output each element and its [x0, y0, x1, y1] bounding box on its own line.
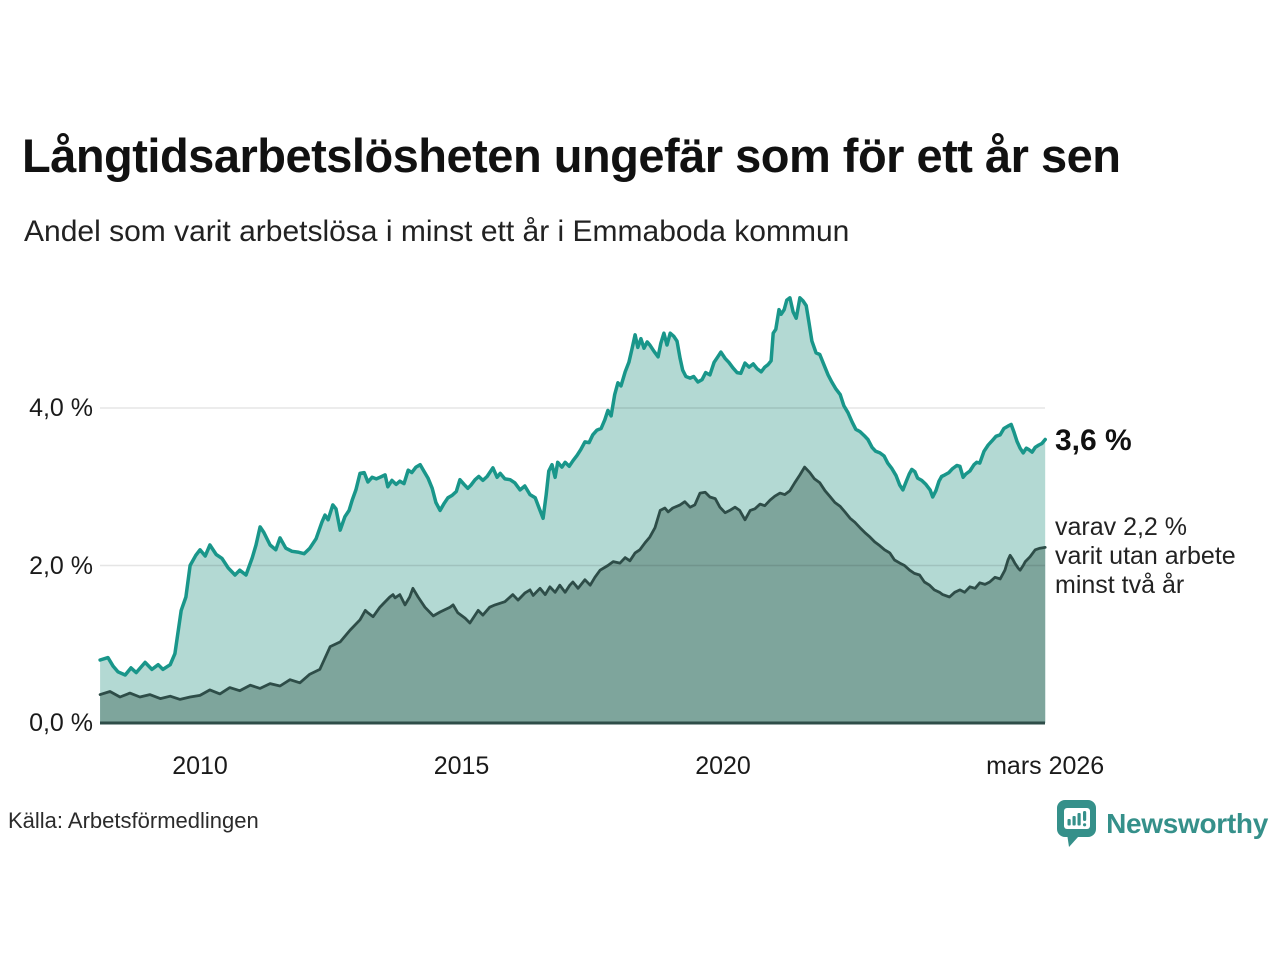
series-line — [98, 465, 1047, 701]
two-year-note-line: varit utan arbete — [1055, 542, 1236, 570]
y-axis-tick-label: 0,0 % — [29, 709, 93, 737]
two-year-note-line: minst två år — [1055, 571, 1185, 599]
page-subtitle: Andel som varit arbetslösa i minst ett å… — [24, 215, 850, 248]
y-axis-tick-label: 4,0 % — [29, 394, 93, 422]
chart-lines — [98, 296, 1047, 701]
y-axis-tick-label: 2,0 % — [29, 551, 93, 580]
two-year-note-line: varav 2,2 % — [1055, 513, 1188, 541]
newsworthy-logo: Newsworthy — [1056, 799, 1268, 848]
x-axis-tick-label: mars 2026 — [986, 752, 1105, 780]
x-axis-tick-label: 2010 — [172, 752, 228, 780]
newsworthy-pin-icon — [1057, 800, 1097, 847]
newsworthy-logo-text: Newsworthy — [1106, 807, 1268, 839]
chart-fills — [100, 297, 1046, 723]
x-axis-tick-label: 2015 — [433, 752, 490, 780]
chart-gridlines — [100, 407, 1045, 567]
area-chart — [98, 296, 1047, 725]
source-caption: Källa: Arbetsförmedlingen — [8, 808, 259, 833]
two-year-note: varav 2,2 % varit utan arbete minst två … — [1055, 513, 1236, 600]
series-line — [98, 296, 1047, 677]
x-axis-tick-label: 2020 — [695, 752, 751, 780]
page-title: Långtidsarbetslösheten ungefär som för e… — [22, 129, 1121, 182]
area-fill — [100, 467, 1046, 723]
latest-value-label: 3,6 % — [1055, 424, 1132, 457]
